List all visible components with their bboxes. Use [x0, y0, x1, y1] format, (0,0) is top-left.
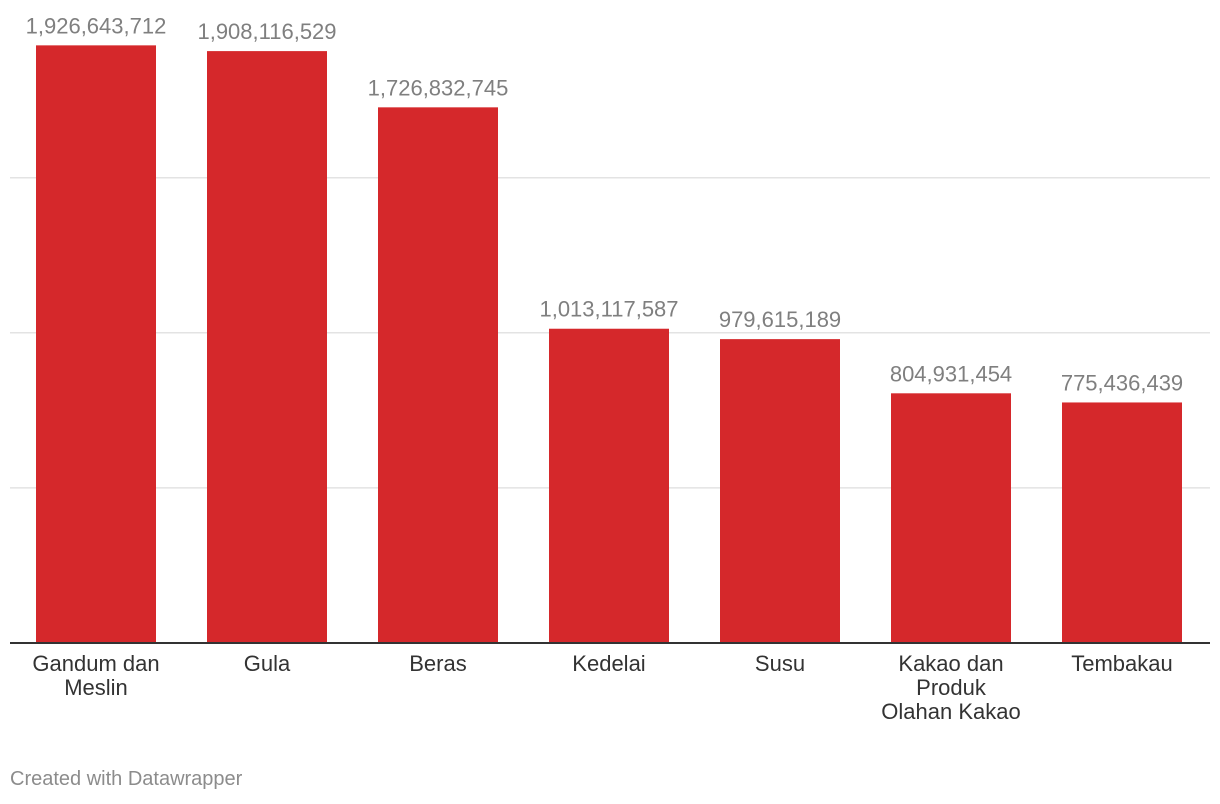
value-label: 1,926,643,712	[26, 13, 167, 38]
category-label: Tembakau	[1071, 651, 1173, 676]
category-label: Gandum dan	[32, 651, 159, 676]
category-label: Produk	[916, 675, 987, 700]
bar[interactable]	[207, 51, 327, 644]
credit-text[interactable]: Created with Datawrapper	[10, 768, 243, 790]
bar[interactable]	[891, 393, 1011, 643]
value-label: 1,908,116,529	[197, 19, 336, 44]
category-label: Susu	[755, 651, 805, 676]
chart-svg: 1,926,643,712 1,908,116,529 1,726,832,745 1…	[10, 13, 1210, 724]
category-label: Gula	[244, 651, 291, 676]
category-label: Meslin	[64, 675, 128, 700]
bar[interactable]	[549, 328, 669, 643]
bar[interactable]	[36, 45, 156, 644]
value-label: 979,615,189	[719, 307, 841, 332]
category-label: Beras	[409, 651, 466, 676]
value-label: 1,726,832,745	[368, 75, 509, 100]
category-label: Kedelai	[572, 651, 645, 676]
value-label: 775,436,439	[1061, 370, 1183, 395]
bar[interactable]	[1062, 402, 1182, 643]
value-label: 804,931,454	[890, 361, 1012, 386]
category-label: Kakao dan	[898, 651, 1003, 676]
bar[interactable]	[720, 339, 840, 643]
category-label: Olahan Kakao	[881, 699, 1020, 724]
bar[interactable]	[378, 107, 498, 643]
value-label: 1,013,117,587	[539, 297, 678, 322]
